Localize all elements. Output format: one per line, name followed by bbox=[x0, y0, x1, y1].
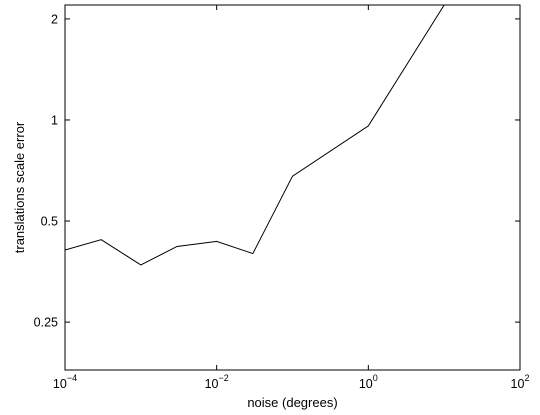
x-tick-label: 10−4 bbox=[53, 373, 77, 391]
y-tick-label: 0.25 bbox=[34, 316, 58, 330]
x-tick-label: 100 bbox=[359, 373, 378, 391]
x-tick-label: 102 bbox=[511, 373, 530, 391]
y-axis-label: translations scale error bbox=[12, 121, 27, 253]
x-tick-label: 10−2 bbox=[205, 373, 229, 391]
series-line bbox=[65, 5, 445, 266]
series-layer bbox=[65, 5, 445, 266]
y-tick-label: 0.5 bbox=[41, 215, 58, 229]
axes-frame bbox=[64, 4, 521, 371]
y-tick-label: 1 bbox=[51, 113, 58, 127]
x-axis-label: noise (degrees) bbox=[247, 395, 337, 410]
plot-area bbox=[65, 5, 520, 370]
tick-layer: 10−4 10−2 100 102 0.25 0.5 1 2 bbox=[34, 5, 530, 391]
y-tick-label: 2 bbox=[51, 12, 58, 26]
